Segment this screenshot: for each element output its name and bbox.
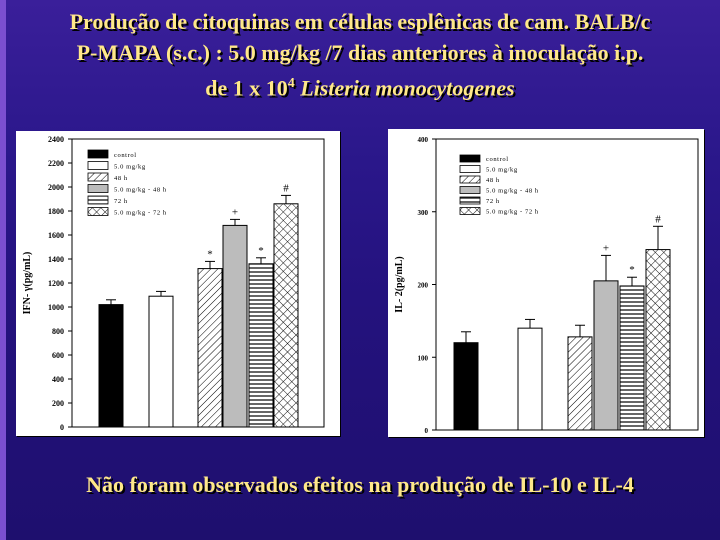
legend-swatch xyxy=(87,149,109,159)
y-tick-label: 200 xyxy=(52,399,64,408)
legend-swatch xyxy=(87,161,109,170)
legend-label: 48 h xyxy=(114,175,128,182)
legend-label: control xyxy=(486,156,509,163)
y-tick-label: 600 xyxy=(52,351,64,360)
il2-chart-panel: 0 100 200 300 400 IL- 2(pg/mL) control 5.0 mg/k… xyxy=(388,129,704,437)
ifn-gamma-chart-panel: 0 200 400 600 800 1000 1200 1400 1600 1800 2000 220… xyxy=(16,131,340,436)
legend-swatch xyxy=(87,207,109,216)
title-line-2: P-MAPA (s.c.) : 5.0 mg/kg /7 dias anteri… xyxy=(76,40,644,65)
legend-swatch xyxy=(459,175,481,184)
significance-mark: * xyxy=(629,264,635,276)
legend-label: 72 h xyxy=(114,198,128,205)
legend-swatch xyxy=(87,195,109,205)
bar xyxy=(453,342,479,431)
significance-mark: # xyxy=(283,182,289,194)
title-species: Listeria monocytogenes xyxy=(300,75,515,101)
slide-title: Produção de citoquinas em células esplên… xyxy=(0,6,720,103)
ifn-gamma-bar-chart: 0 200 400 600 800 1000 1200 1400 1600 1800 2000 220… xyxy=(22,135,325,432)
title-line-3: de 1 x 104 Listeria monocytogenes xyxy=(0,68,720,103)
bar xyxy=(645,249,671,431)
legend-label: 72 h xyxy=(486,198,500,205)
significance-mark: * xyxy=(207,248,213,260)
bar xyxy=(567,336,593,431)
bar xyxy=(248,263,274,428)
significance-mark: * xyxy=(258,245,264,257)
significance-mark: + xyxy=(232,206,238,218)
y-tick-label: 800 xyxy=(52,327,64,336)
title-line-1: Produção de citoquinas em células esplên… xyxy=(69,9,651,34)
legend-swatch xyxy=(87,172,109,182)
legend-swatch xyxy=(459,165,481,173)
y-tick-label: 1000 xyxy=(48,303,64,312)
legend-label: 5.0 mg/kg - 48 h xyxy=(114,187,167,194)
legend-label: 5.0 mg/kg - 72 h xyxy=(486,209,539,216)
y-axis-label: IFN- γ(pg/mL) xyxy=(22,252,33,315)
legend-label: 5.0 mg/kg xyxy=(486,167,518,174)
bar xyxy=(619,285,645,431)
y-tick-label: 1600 xyxy=(48,231,64,240)
y-tick-label: 300 xyxy=(418,209,429,217)
il2-bar-chart: 0 100 200 300 400 IL- 2(pg/mL) control 5.0 mg/k… xyxy=(394,136,699,435)
bar xyxy=(197,268,223,428)
y-tick-label: 1200 xyxy=(48,279,64,288)
bar xyxy=(148,295,174,428)
y-tick-label: 400 xyxy=(52,375,64,384)
bar xyxy=(222,224,248,428)
legend-label: 5.0 mg/kg xyxy=(114,164,146,171)
y-tick-label: 2200 xyxy=(48,159,64,168)
bar xyxy=(517,327,543,431)
y-tick-label: 100 xyxy=(418,354,429,362)
y-tick-label: 0 xyxy=(60,423,64,432)
y-axis-label: IL- 2(pg/mL) xyxy=(394,256,405,312)
y-tick-label: 400 xyxy=(418,136,429,144)
legend-swatch xyxy=(459,207,481,215)
legend-label: 48 h xyxy=(486,177,500,184)
y-tick-label: 2400 xyxy=(48,135,64,144)
legend-swatch xyxy=(87,184,109,193)
title-line-3-prefix: de 1 x 10 xyxy=(205,75,288,101)
legend-swatch xyxy=(459,186,481,194)
significance-mark: # xyxy=(655,213,661,225)
bar xyxy=(593,280,619,431)
y-tick-label: 1400 xyxy=(48,255,64,264)
significance-mark: + xyxy=(603,242,609,254)
legend-swatch xyxy=(459,196,481,205)
y-tick-label: 200 xyxy=(418,282,429,290)
y-tick-label: 2000 xyxy=(48,183,64,192)
legend-label: 5.0 mg/kg - 72 h xyxy=(114,210,167,217)
bar xyxy=(98,304,124,428)
bar xyxy=(273,203,299,428)
legend-swatch xyxy=(459,154,481,163)
y-tick-label: 0 xyxy=(425,427,429,435)
legend-label: control xyxy=(114,152,137,159)
y-tick-label: 1800 xyxy=(48,207,64,216)
footer-note: Não foram observados efeitos na produção… xyxy=(86,472,634,497)
legend-label: 5.0 mg/kg - 48 h xyxy=(486,188,539,195)
title-exponent: 4 xyxy=(287,76,295,91)
